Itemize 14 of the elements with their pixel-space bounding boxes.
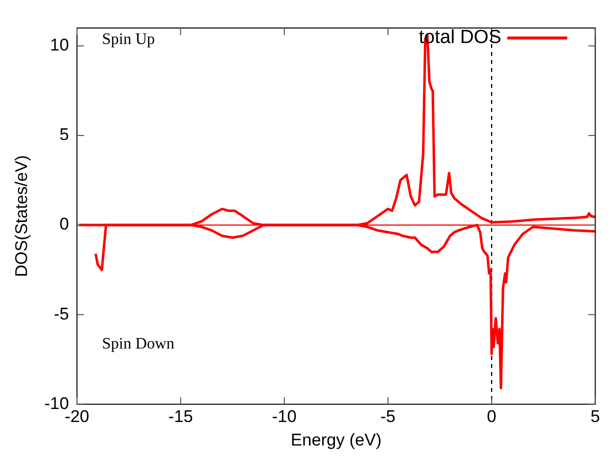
y-tick-label: 5 [60,125,69,144]
y-axis-title: DOS(States/eV) [12,155,31,278]
x-tick-label: -10 [272,407,297,426]
y-tick-label: -10 [44,394,69,413]
x-tick-label: 5 [590,407,600,426]
x-axis-title: Energy (eV) [290,430,382,450]
y-tick-label: -5 [54,304,69,324]
x-tick-label: 0 [486,407,496,426]
annotation: Spin Up [102,31,155,48]
y-tick-label: 10 [50,36,69,55]
y-tick-label: 0 [60,214,69,234]
x-tick-label: -5 [380,407,396,426]
annotation: Spin Down [102,335,174,352]
x-tick-label: -15 [168,407,193,426]
